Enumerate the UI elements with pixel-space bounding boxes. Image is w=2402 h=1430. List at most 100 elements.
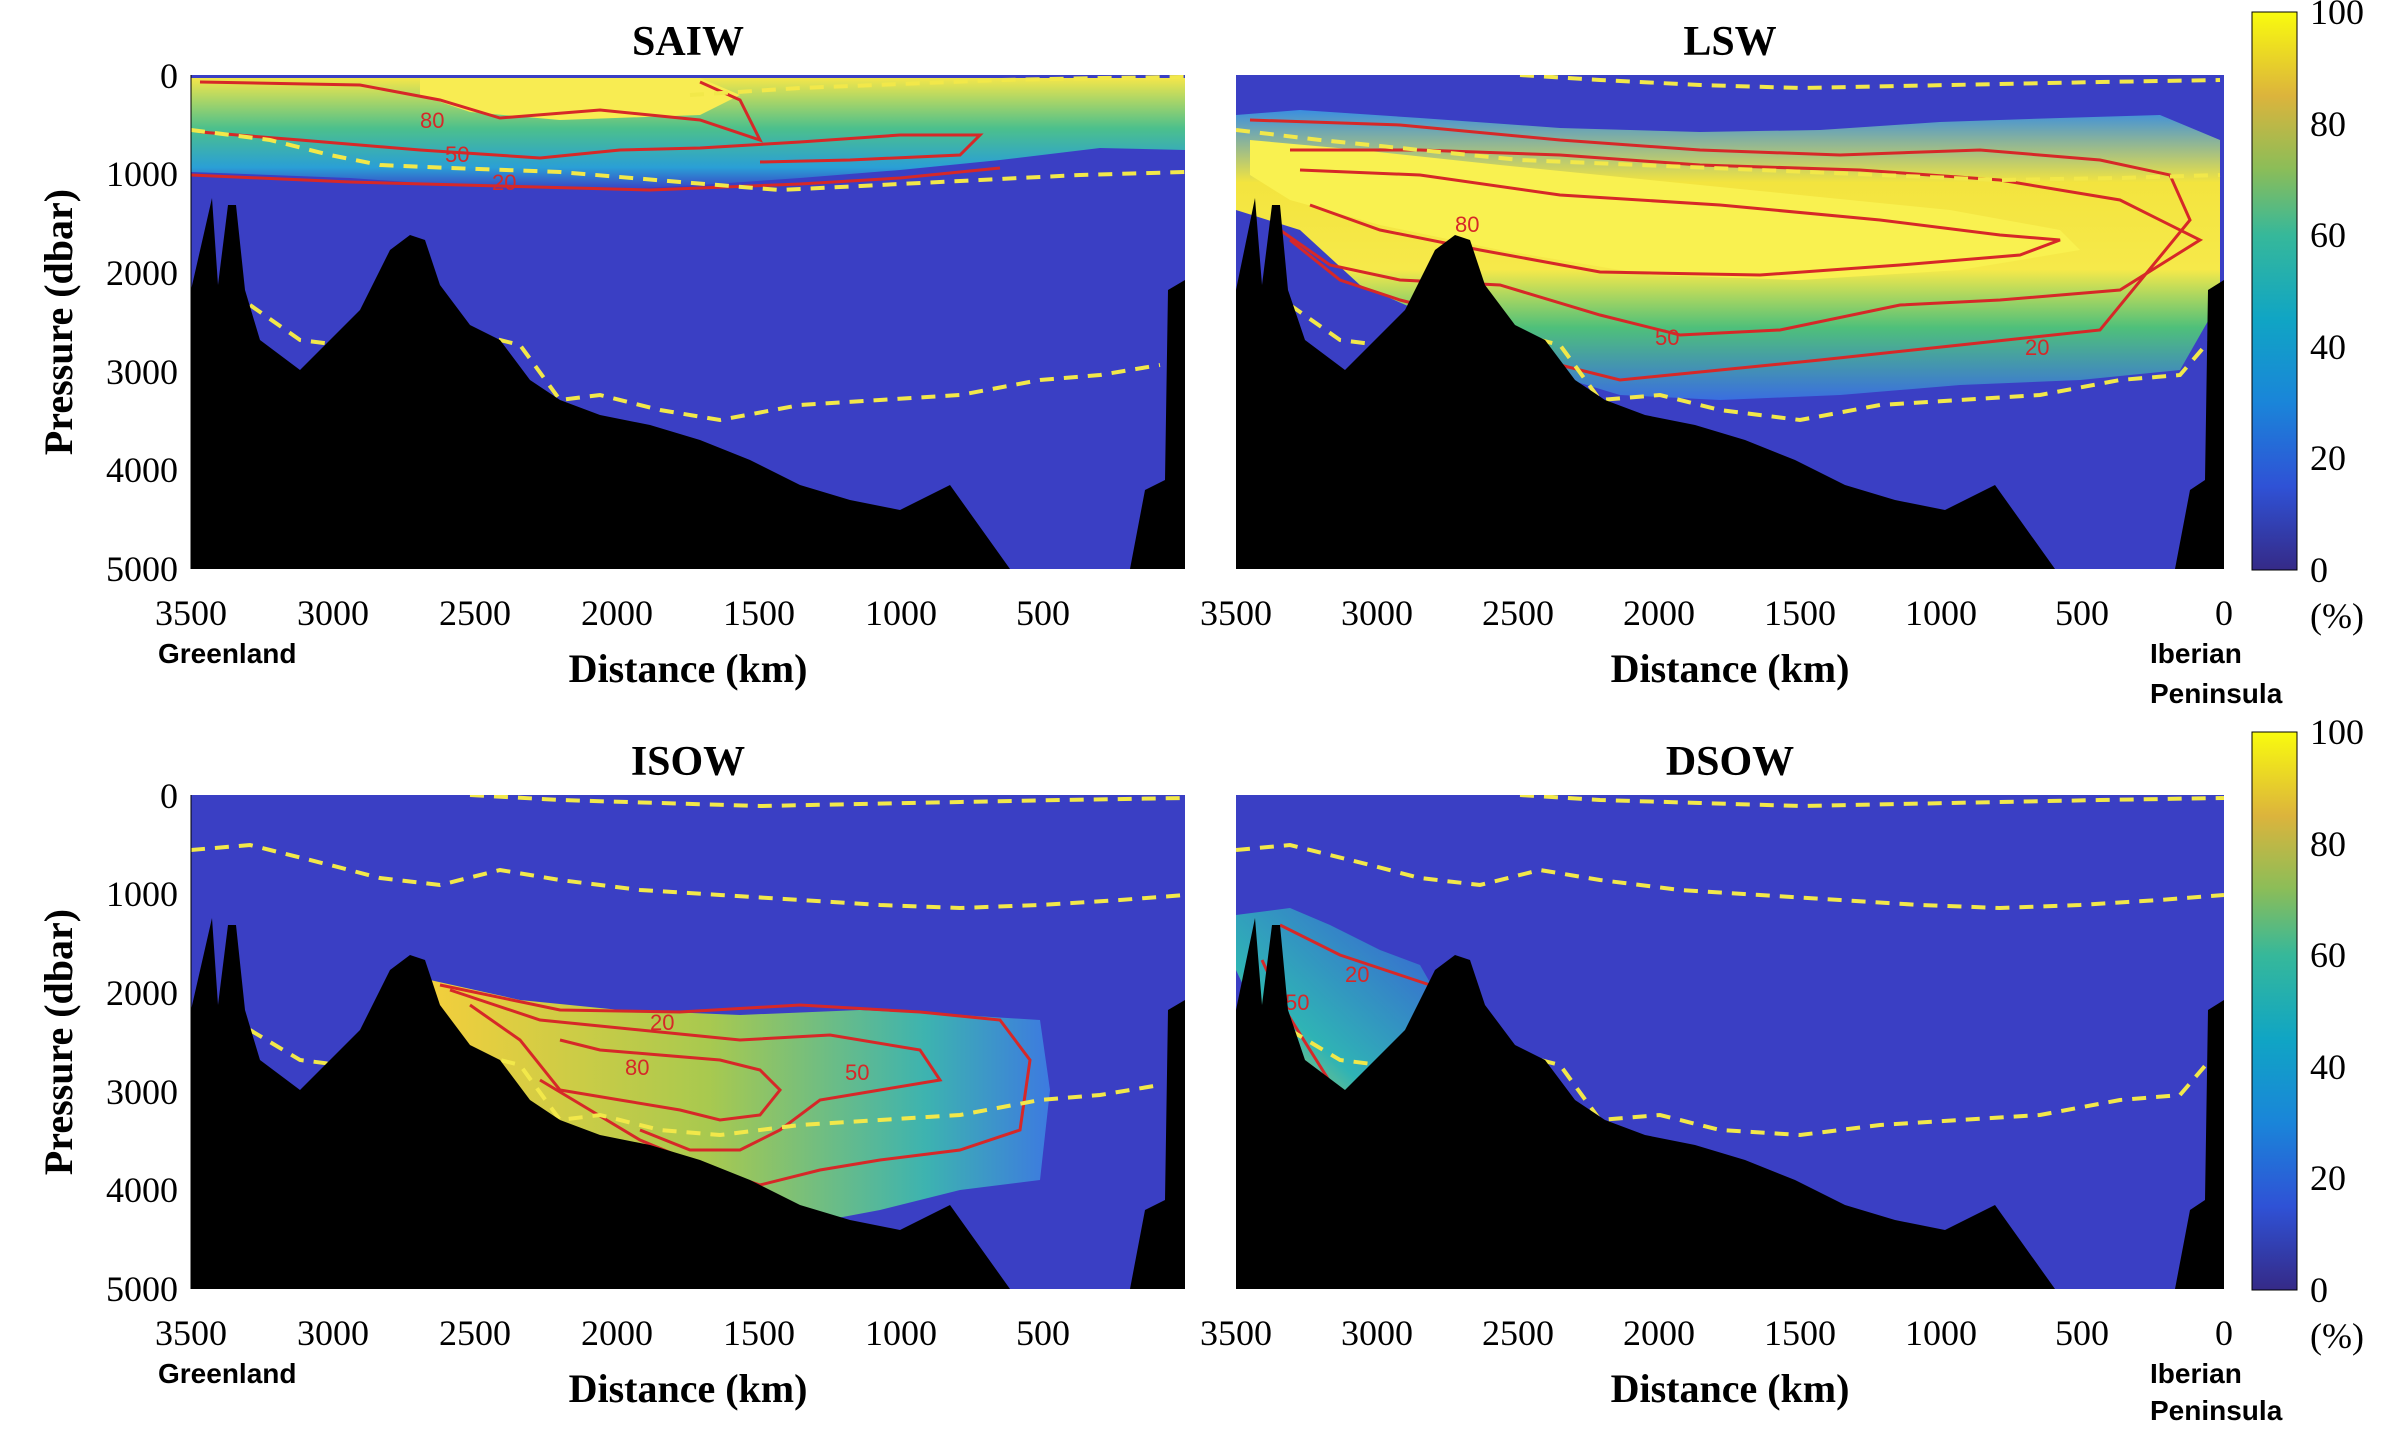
- colorbar-tick-label: 80: [2310, 104, 2346, 144]
- panel-title: DSOW: [1666, 739, 1794, 785]
- contour-label-20: 20: [650, 1010, 674, 1035]
- place-label-iberian: Iberian: [2150, 1358, 2242, 1389]
- x-tick-label: 500: [2055, 1313, 2109, 1353]
- x-tick-label: 2000: [581, 1313, 653, 1353]
- x-tick-label: 500: [1016, 1313, 1070, 1353]
- contour-line-50: [199, 130, 984, 164]
- contour-line-80: [469, 1003, 783, 1122]
- y-tick-label: 2000: [106, 253, 178, 293]
- x-tick-label: 1000: [865, 1313, 937, 1353]
- contour-label-80: 80: [420, 108, 444, 133]
- y-axis-label: Pressure (dbar): [36, 909, 81, 1175]
- panel-title: SAIW: [632, 19, 744, 65]
- x-tick-label: 2500: [439, 593, 511, 633]
- x-axis-label: Distance (km): [569, 1366, 808, 1411]
- x-tick-label: 3000: [1341, 1313, 1413, 1353]
- water-mass-core: [430, 980, 1050, 1225]
- x-tick-label: 3500: [155, 593, 227, 633]
- x-tick-label: 2000: [581, 593, 653, 633]
- isopycnal-dashed-upper: [1519, 795, 2224, 809]
- contour-label-50: 50: [845, 1060, 869, 1085]
- x-axis-label: Distance (km): [569, 646, 808, 691]
- bathymetry: [191, 198, 1185, 569]
- x-tick-label: 1500: [723, 1313, 795, 1353]
- x-tick-label: 3500: [1200, 1313, 1272, 1353]
- x-tick-label: 3000: [1341, 593, 1413, 633]
- x-axis-label: Distance (km): [1611, 646, 1850, 691]
- contour-line-80: [1299, 168, 2061, 277]
- isopycnal-dashed-middle: [191, 842, 1185, 911]
- y-axis-label: Pressure (dbar): [36, 189, 81, 455]
- contour-label-50: 50: [445, 142, 469, 167]
- isopycnal-dashed-middle: [1236, 842, 2224, 911]
- bathymetry: [1236, 198, 2224, 569]
- place-label-peninsula: Peninsula: [2150, 678, 2283, 709]
- panel-title: LSW: [1683, 19, 1776, 65]
- panel-isow: ISOW 80 50 20 0 1000 2000 3000 4000 5000…: [36, 739, 1185, 1411]
- colorbar-tick-label: 0: [2310, 1270, 2328, 1310]
- y-tick-label: 0: [160, 776, 178, 816]
- x-tick-label: 3000: [297, 1313, 369, 1353]
- water-mass-core: [191, 78, 1185, 190]
- y-tick-label: 0: [160, 56, 178, 96]
- y-tick-label: 1000: [106, 874, 178, 914]
- isopycnal-dashed-middle: [1236, 128, 2221, 183]
- colorbar-bottom: 100 80 60 40 20 0 (%): [2251, 712, 2364, 1356]
- contour-label-50: 50: [1285, 990, 1309, 1015]
- x-tick-label: 500: [2055, 593, 2109, 633]
- isopycnal-dashed-upper: [1519, 75, 2221, 91]
- colorbar-tick-label: 80: [2310, 824, 2346, 864]
- y-tick-label: 4000: [106, 450, 178, 490]
- isopycnal-dashed-deep: [1288, 1028, 2212, 1138]
- x-tick-label: 2500: [439, 1313, 511, 1353]
- panel-saiw: SAIW 80 50 20 0 1000 2000 3000 4000 5000…: [36, 19, 1185, 691]
- x-tick-label: 1000: [1905, 593, 1977, 633]
- y-tick-label: 1000: [106, 154, 178, 194]
- y-tick-label: 5000: [106, 1269, 178, 1309]
- x-tick-label: 1500: [1764, 593, 1836, 633]
- x-tick-label: 1000: [865, 593, 937, 633]
- colorbar-tick-label: 100: [2310, 712, 2364, 752]
- contour-label-80: 80: [1455, 212, 1479, 237]
- contour-label-50: 50: [1655, 325, 1679, 350]
- colorbar-unit: (%): [2310, 1316, 2364, 1356]
- place-label-iberian: Iberian: [2150, 638, 2242, 669]
- contour-label-20: 20: [492, 170, 516, 195]
- colorbar-tick-label: 20: [2310, 438, 2346, 478]
- isopycnal-dashed-middle: [191, 128, 1185, 193]
- colorbar-gradient: [2251, 731, 2298, 1291]
- x-tick-label: 1000: [1905, 1313, 1977, 1353]
- x-tick-label: 1500: [723, 593, 795, 633]
- contour-line-20: [191, 166, 1001, 192]
- contour-line-20: [1279, 923, 1431, 987]
- colorbar-tick-label: 40: [2310, 1047, 2346, 1087]
- place-label-greenland: Greenland: [158, 638, 296, 669]
- contour-line-50: [449, 988, 943, 1152]
- x-tick-label: 3500: [1200, 593, 1272, 633]
- colorbar-tick-label: 100: [2310, 0, 2364, 32]
- core-maximum-region: [420, 78, 740, 120]
- isopycnal-dashed-upper: [469, 795, 1185, 809]
- colorbar-tick-label: 0: [2310, 550, 2328, 590]
- x-tick-label: 2500: [1482, 1313, 1554, 1353]
- bathymetry: [191, 918, 1185, 1289]
- contour-label-20: 20: [2025, 335, 2049, 360]
- panel-title: ISOW: [631, 739, 745, 785]
- colorbar-tick-label: 20: [2310, 1158, 2346, 1198]
- y-tick-label: 3000: [106, 1072, 178, 1112]
- colorbar-gradient: [2251, 11, 2298, 571]
- x-axis-label: Distance (km): [1611, 1366, 1850, 1411]
- panel-lsw: LSW 80 50 20 3500 3000 2500 2000 1500 10…: [1200, 19, 2283, 709]
- y-tick-label: 5000: [106, 549, 178, 589]
- x-tick-label: 1500: [1764, 1313, 1836, 1353]
- colorbar-unit: (%): [2310, 596, 2364, 636]
- bathymetry: [1236, 918, 2224, 1289]
- x-tick-label: 0: [2215, 593, 2233, 633]
- place-label-greenland: Greenland: [158, 1358, 296, 1389]
- x-tick-label: 500: [1016, 593, 1070, 633]
- colorbar-tick-label: 40: [2310, 327, 2346, 367]
- y-tick-label: 2000: [106, 973, 178, 1013]
- x-tick-label: 2000: [1623, 1313, 1695, 1353]
- panel-dsow: DSOW 20 50 3500 3000 2500 2000 1500 1000…: [1200, 739, 2283, 1426]
